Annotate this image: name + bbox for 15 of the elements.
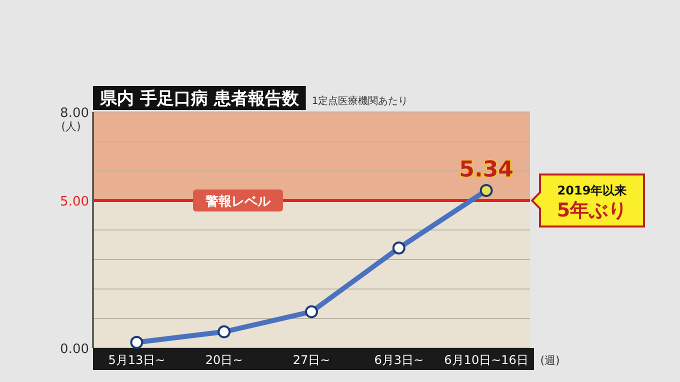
x-tick-label: 20日~: [205, 353, 243, 367]
data-label: 5.34: [459, 157, 514, 182]
x-tick-label: 6月3日~: [374, 353, 424, 367]
y-tick-label: 8.00: [60, 106, 89, 121]
chart-title: 県内 手足口病 患者報告数: [99, 89, 300, 109]
ref-line-label: 警報レベル: [204, 194, 272, 210]
y-tick-label: 5.00: [60, 194, 89, 210]
x-tick-label: 27日~: [292, 353, 330, 367]
x-axis-title: (週): [540, 354, 560, 367]
x-tick-label: 5月13日~: [108, 353, 166, 367]
chart-subtitle: 1定点医療機関あたり: [312, 95, 408, 107]
y-tick-label: 0.00: [60, 342, 89, 357]
x-tick-label: 6月10日~16日: [444, 353, 528, 367]
y-axis-title: (人): [61, 120, 81, 133]
text: 2019年以来 5年ぶり: [556, 184, 628, 222]
